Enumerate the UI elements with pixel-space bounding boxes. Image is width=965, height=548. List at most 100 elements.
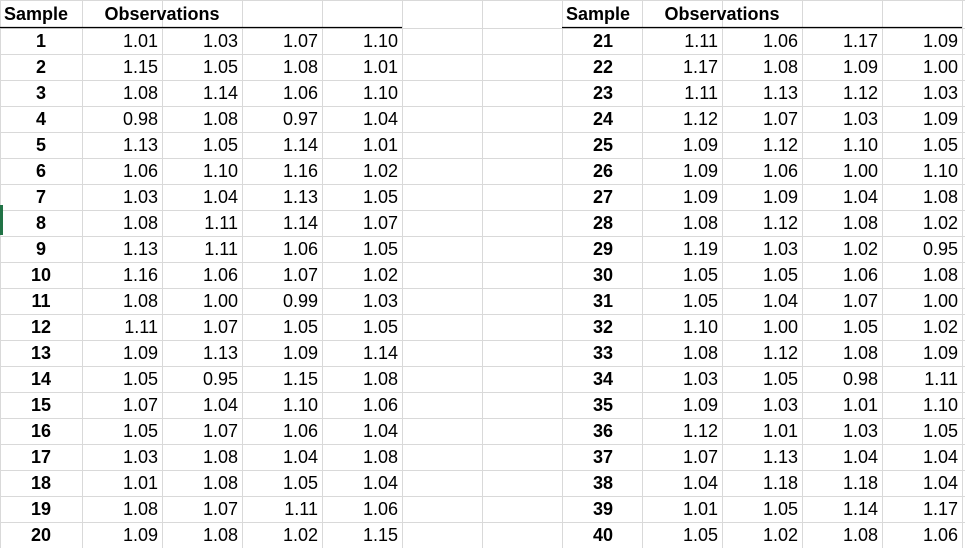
sample-number-cell[interactable]: 20	[30, 525, 52, 545]
observation-cell[interactable]: 1.08	[762, 57, 798, 77]
sample-header[interactable]: Sample	[566, 4, 631, 24]
sample-number-cell[interactable]: 19	[30, 499, 52, 519]
observation-cell[interactable]: 1.08	[922, 187, 958, 207]
sample-number-cell[interactable]: 28	[592, 213, 614, 233]
observation-cell[interactable]: 1.11	[204, 239, 238, 259]
observation-cell[interactable]: 0.97	[282, 109, 318, 129]
observation-cell[interactable]: 1.09	[122, 525, 158, 545]
observation-cell[interactable]: 1.06	[362, 499, 398, 519]
observation-cell[interactable]: 1.01	[362, 57, 398, 77]
observation-cell[interactable]: 1.07	[202, 421, 238, 441]
sample-number-cell[interactable]: 38	[592, 473, 614, 493]
observation-cell[interactable]: 1.06	[762, 161, 798, 181]
observation-cell[interactable]: 1.06	[282, 83, 318, 103]
observation-cell[interactable]: 1.08	[202, 473, 238, 493]
sample-number-cell[interactable]: 40	[592, 525, 614, 545]
observation-cell[interactable]: 1.08	[122, 499, 158, 519]
observation-cell[interactable]: 1.03	[842, 421, 878, 441]
observation-cell[interactable]: 1.02	[922, 317, 958, 337]
observation-cell[interactable]: 1.12	[762, 135, 798, 155]
observation-cell[interactable]: 1.07	[762, 109, 798, 129]
sample-number-cell[interactable]: 21	[592, 31, 614, 51]
observation-cell[interactable]: 0.95	[922, 239, 958, 259]
observation-cell[interactable]: 1.13	[122, 135, 158, 155]
observation-cell[interactable]: 1.09	[682, 395, 718, 415]
observation-cell[interactable]: 1.08	[362, 447, 398, 467]
observation-cell[interactable]: 0.99	[282, 291, 318, 311]
observation-cell[interactable]: 1.08	[842, 343, 878, 363]
observation-cell[interactable]: 1.05	[842, 317, 878, 337]
sample-number-cell[interactable]: 15	[30, 395, 52, 415]
sample-number-cell[interactable]: 14	[30, 369, 52, 389]
observation-cell[interactable]: 1.11	[684, 83, 718, 103]
observation-cell[interactable]: 1.10	[842, 135, 878, 155]
observation-cell[interactable]: 1.08	[282, 57, 318, 77]
observation-cell[interactable]: 1.05	[362, 187, 398, 207]
observation-cell[interactable]: 1.05	[282, 317, 318, 337]
sample-number-cell[interactable]: 2	[35, 57, 46, 77]
sample-number-cell[interactable]: 13	[30, 343, 52, 363]
observation-cell[interactable]: 1.11	[204, 213, 238, 233]
observations-header[interactable]: Observations	[104, 4, 220, 24]
observation-cell[interactable]: 1.03	[762, 395, 798, 415]
observation-cell[interactable]: 1.09	[922, 343, 958, 363]
observation-cell[interactable]: 1.08	[122, 213, 158, 233]
sample-number-cell[interactable]: 8	[35, 213, 46, 233]
observation-cell[interactable]: 1.07	[202, 499, 238, 519]
observation-cell[interactable]: 1.14	[282, 135, 318, 155]
observation-cell[interactable]: 1.06	[122, 161, 158, 181]
sample-number-cell[interactable]: 37	[592, 447, 614, 467]
observation-cell[interactable]: 1.06	[282, 421, 318, 441]
observation-cell[interactable]: 1.13	[122, 239, 158, 259]
observation-cell[interactable]: 1.08	[202, 447, 238, 467]
observation-cell[interactable]: 1.03	[122, 447, 158, 467]
observation-cell[interactable]: 1.01	[362, 135, 398, 155]
sample-number-cell[interactable]: 33	[592, 343, 614, 363]
sample-number-cell[interactable]: 5	[35, 135, 46, 155]
observation-cell[interactable]: 1.06	[762, 31, 798, 51]
sample-number-cell[interactable]: 7	[35, 187, 46, 207]
observation-cell[interactable]: 1.09	[682, 135, 718, 155]
observation-cell[interactable]: 1.08	[842, 213, 878, 233]
observation-cell[interactable]: 1.02	[282, 525, 318, 545]
observation-cell[interactable]: 1.12	[762, 213, 798, 233]
observation-cell[interactable]: 1.15	[122, 57, 158, 77]
observation-cell[interactable]: 1.07	[122, 395, 158, 415]
observation-cell[interactable]: 1.00	[202, 291, 238, 311]
observations-header[interactable]: Observations	[664, 4, 780, 24]
sample-number-cell[interactable]: 3	[35, 83, 46, 103]
sample-number-cell[interactable]: 30	[592, 265, 614, 285]
observation-cell[interactable]: 1.06	[202, 265, 238, 285]
sample-number-cell[interactable]: 29	[592, 239, 614, 259]
observation-cell[interactable]: 1.05	[122, 421, 158, 441]
observation-cell[interactable]: 1.00	[922, 291, 958, 311]
sample-number-cell[interactable]: 16	[30, 421, 52, 441]
observation-cell[interactable]: 1.04	[922, 473, 958, 493]
observation-cell[interactable]: 1.05	[922, 135, 958, 155]
sample-number-cell[interactable]: 12	[30, 317, 52, 337]
observation-cell[interactable]: 1.13	[282, 187, 318, 207]
observation-cell[interactable]: 1.09	[762, 187, 798, 207]
sample-number-cell[interactable]: 22	[592, 57, 614, 77]
observation-cell[interactable]: 1.03	[362, 291, 398, 311]
observation-cell[interactable]: 1.02	[762, 525, 798, 545]
observation-cell[interactable]: 1.03	[842, 109, 878, 129]
observation-cell[interactable]: 0.98	[842, 369, 878, 389]
observation-cell[interactable]: 1.05	[362, 239, 398, 259]
sample-header[interactable]: Sample	[4, 4, 69, 24]
observation-cell[interactable]: 1.04	[842, 187, 878, 207]
observation-cell[interactable]: 0.95	[202, 369, 238, 389]
sample-number-cell[interactable]: 27	[592, 187, 614, 207]
observation-cell[interactable]: 1.08	[122, 291, 158, 311]
observation-cell[interactable]: 1.14	[842, 499, 878, 519]
observation-cell[interactable]: 1.09	[122, 343, 158, 363]
observation-cell[interactable]: 1.10	[922, 161, 958, 181]
observation-cell[interactable]: 1.05	[762, 499, 798, 519]
observation-cell[interactable]: 1.12	[682, 421, 718, 441]
observation-cell[interactable]: 1.05	[682, 291, 718, 311]
observation-cell[interactable]: 1.16	[282, 161, 318, 181]
observation-cell[interactable]: 1.06	[282, 239, 318, 259]
observation-cell[interactable]: 1.14	[282, 213, 318, 233]
observation-cell[interactable]: 1.17	[682, 57, 718, 77]
observation-cell[interactable]: 1.05	[682, 525, 718, 545]
